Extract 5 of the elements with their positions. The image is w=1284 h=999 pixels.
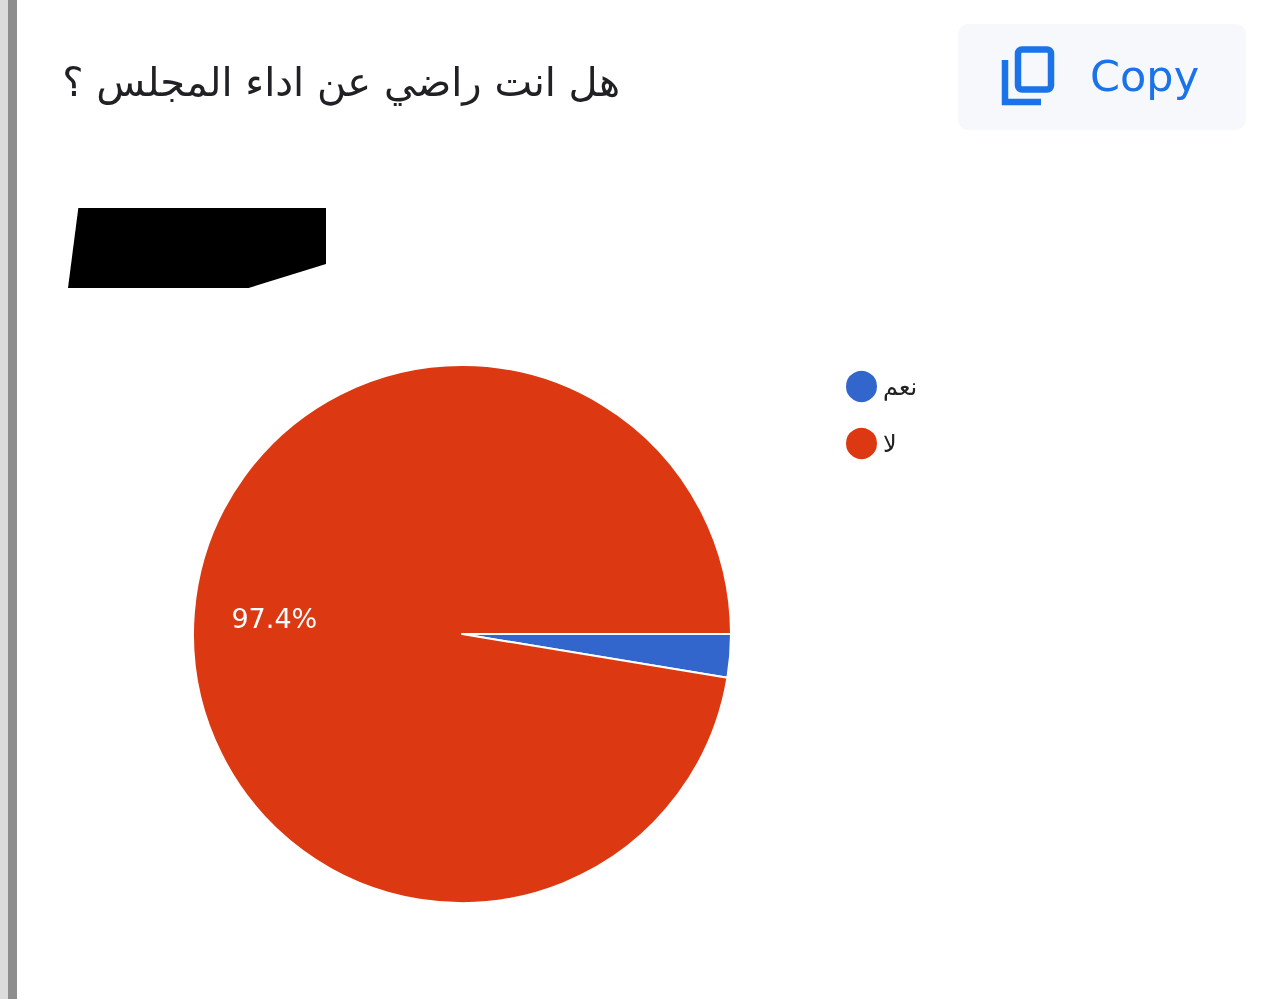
legend-label: نعم <box>883 372 918 401</box>
chart-title: هل انت راضي عن اداء المجلس ؟ <box>62 58 620 108</box>
legend-label: لا <box>883 429 897 458</box>
data-label: 97.4% <box>231 603 318 635</box>
copy-button: Copy <box>958 24 1246 130</box>
